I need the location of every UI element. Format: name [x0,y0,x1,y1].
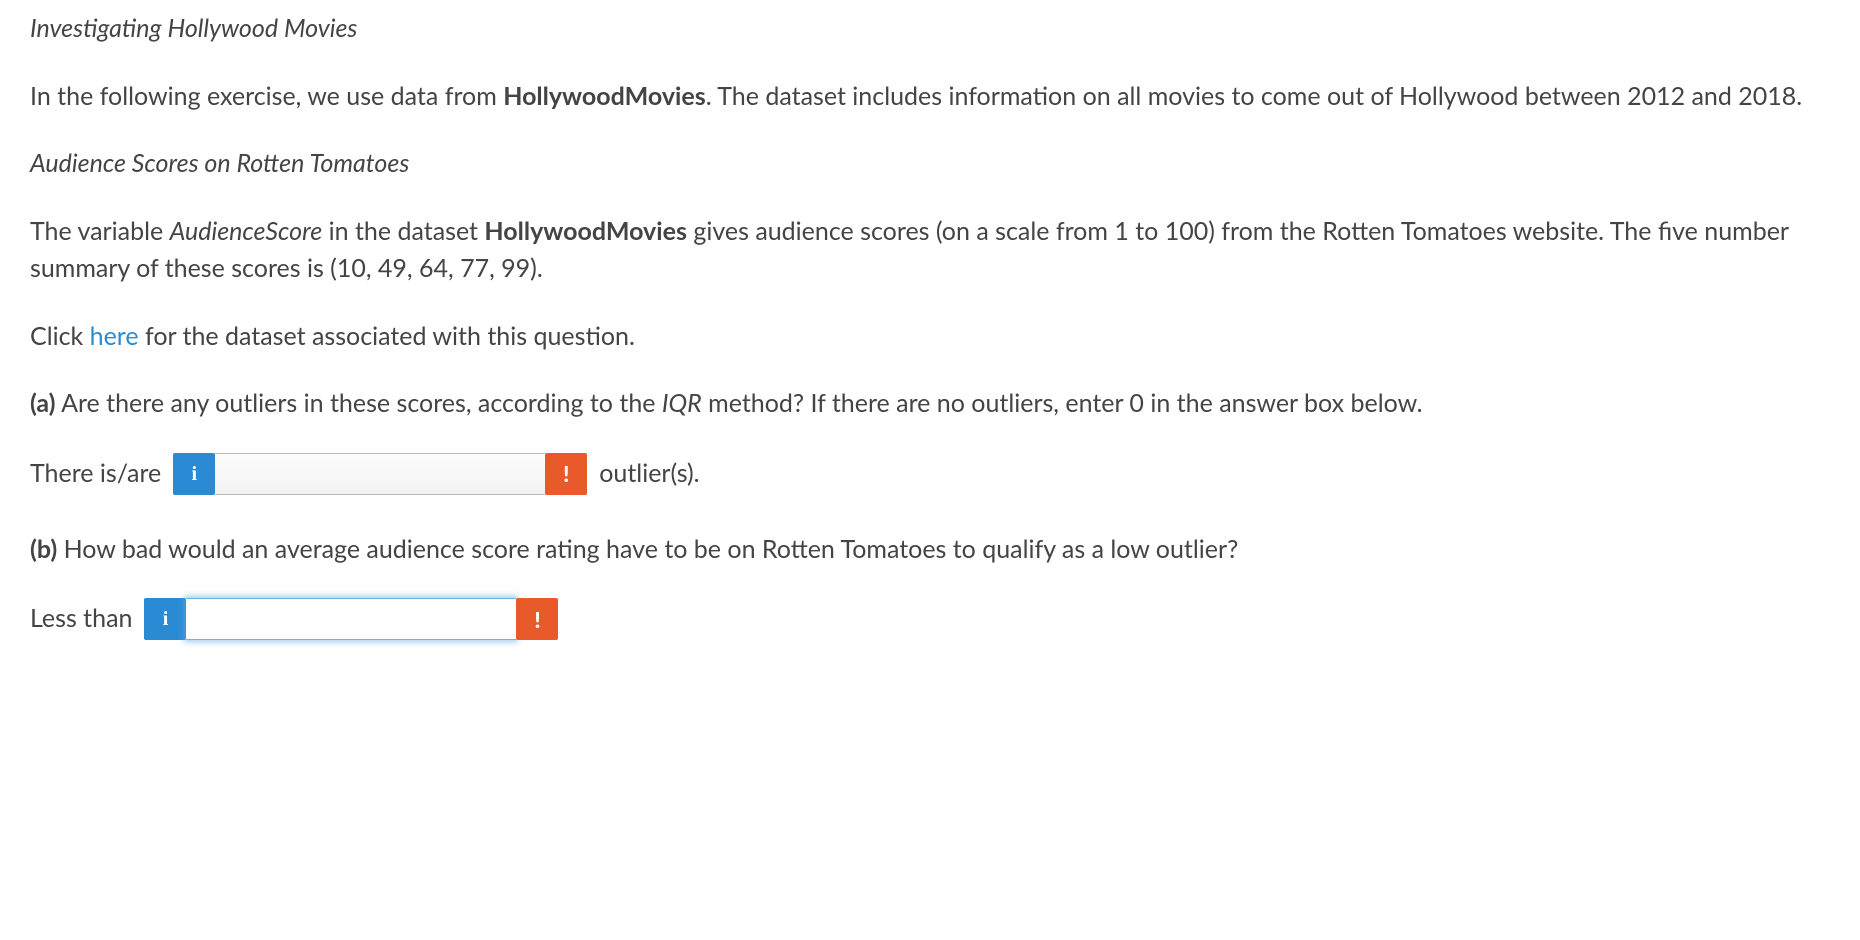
answer-input-b[interactable] [186,598,516,640]
question-a: (a) Are there any outliers in these scor… [30,385,1830,423]
info-icon[interactable]: i [144,598,186,640]
p2-b: AudienceScore [170,216,323,246]
qb-text: How bad would an average audience score … [57,534,1238,564]
intro-pre: In the following exercise, we use data f… [30,81,503,111]
link-pre: Click [30,321,90,351]
heading-audience-text: Audience Scores on Rotten Tomatoes [30,148,409,178]
intro-paragraph: In the following exercise, we use data f… [30,78,1830,116]
heading-text: Investigating Hollywood Movies [30,13,357,43]
answer-row-a: There is/are i ! outlier(s). [30,453,1830,495]
alert-icon: ! [545,453,587,495]
qa-suffix: outlier(s). [599,455,699,493]
question-b: (b) How bad would an average audience sc… [30,531,1830,569]
qa-text-pre: Are there any outliers in these scores, … [56,388,662,418]
qa-prefix: There is/are [30,455,161,493]
p2-a: The variable [30,216,170,246]
link-post: for the dataset associated with this que… [139,321,635,351]
answer-input-a[interactable] [215,453,545,495]
dataset-link-paragraph: Click here for the dataset associated wi… [30,318,1830,356]
info-icon[interactable]: i [173,453,215,495]
dataset-link[interactable]: here [90,321,139,351]
alert-icon: ! [516,598,558,640]
p2-d: HollywoodMovies [484,216,687,246]
qa-label: (a) [30,388,56,418]
qa-text-post: method? If there are no outliers, enter … [702,388,1423,418]
heading-investigating: Investigating Hollywood Movies [30,10,1830,48]
p2-c: in the dataset [322,216,484,246]
qb-prefix: Less than [30,600,132,638]
qb-label: (b) [30,534,57,564]
intro-bold: HollywoodMovies [503,81,706,111]
heading-audience: Audience Scores on Rotten Tomatoes [30,145,1830,183]
intro-post: . The dataset includes information on al… [706,81,1802,111]
qa-text-italic: IQR [662,388,702,418]
answer-row-b: Less than i ! [30,598,1830,640]
description-paragraph: The variable AudienceScore in the datase… [30,213,1830,288]
